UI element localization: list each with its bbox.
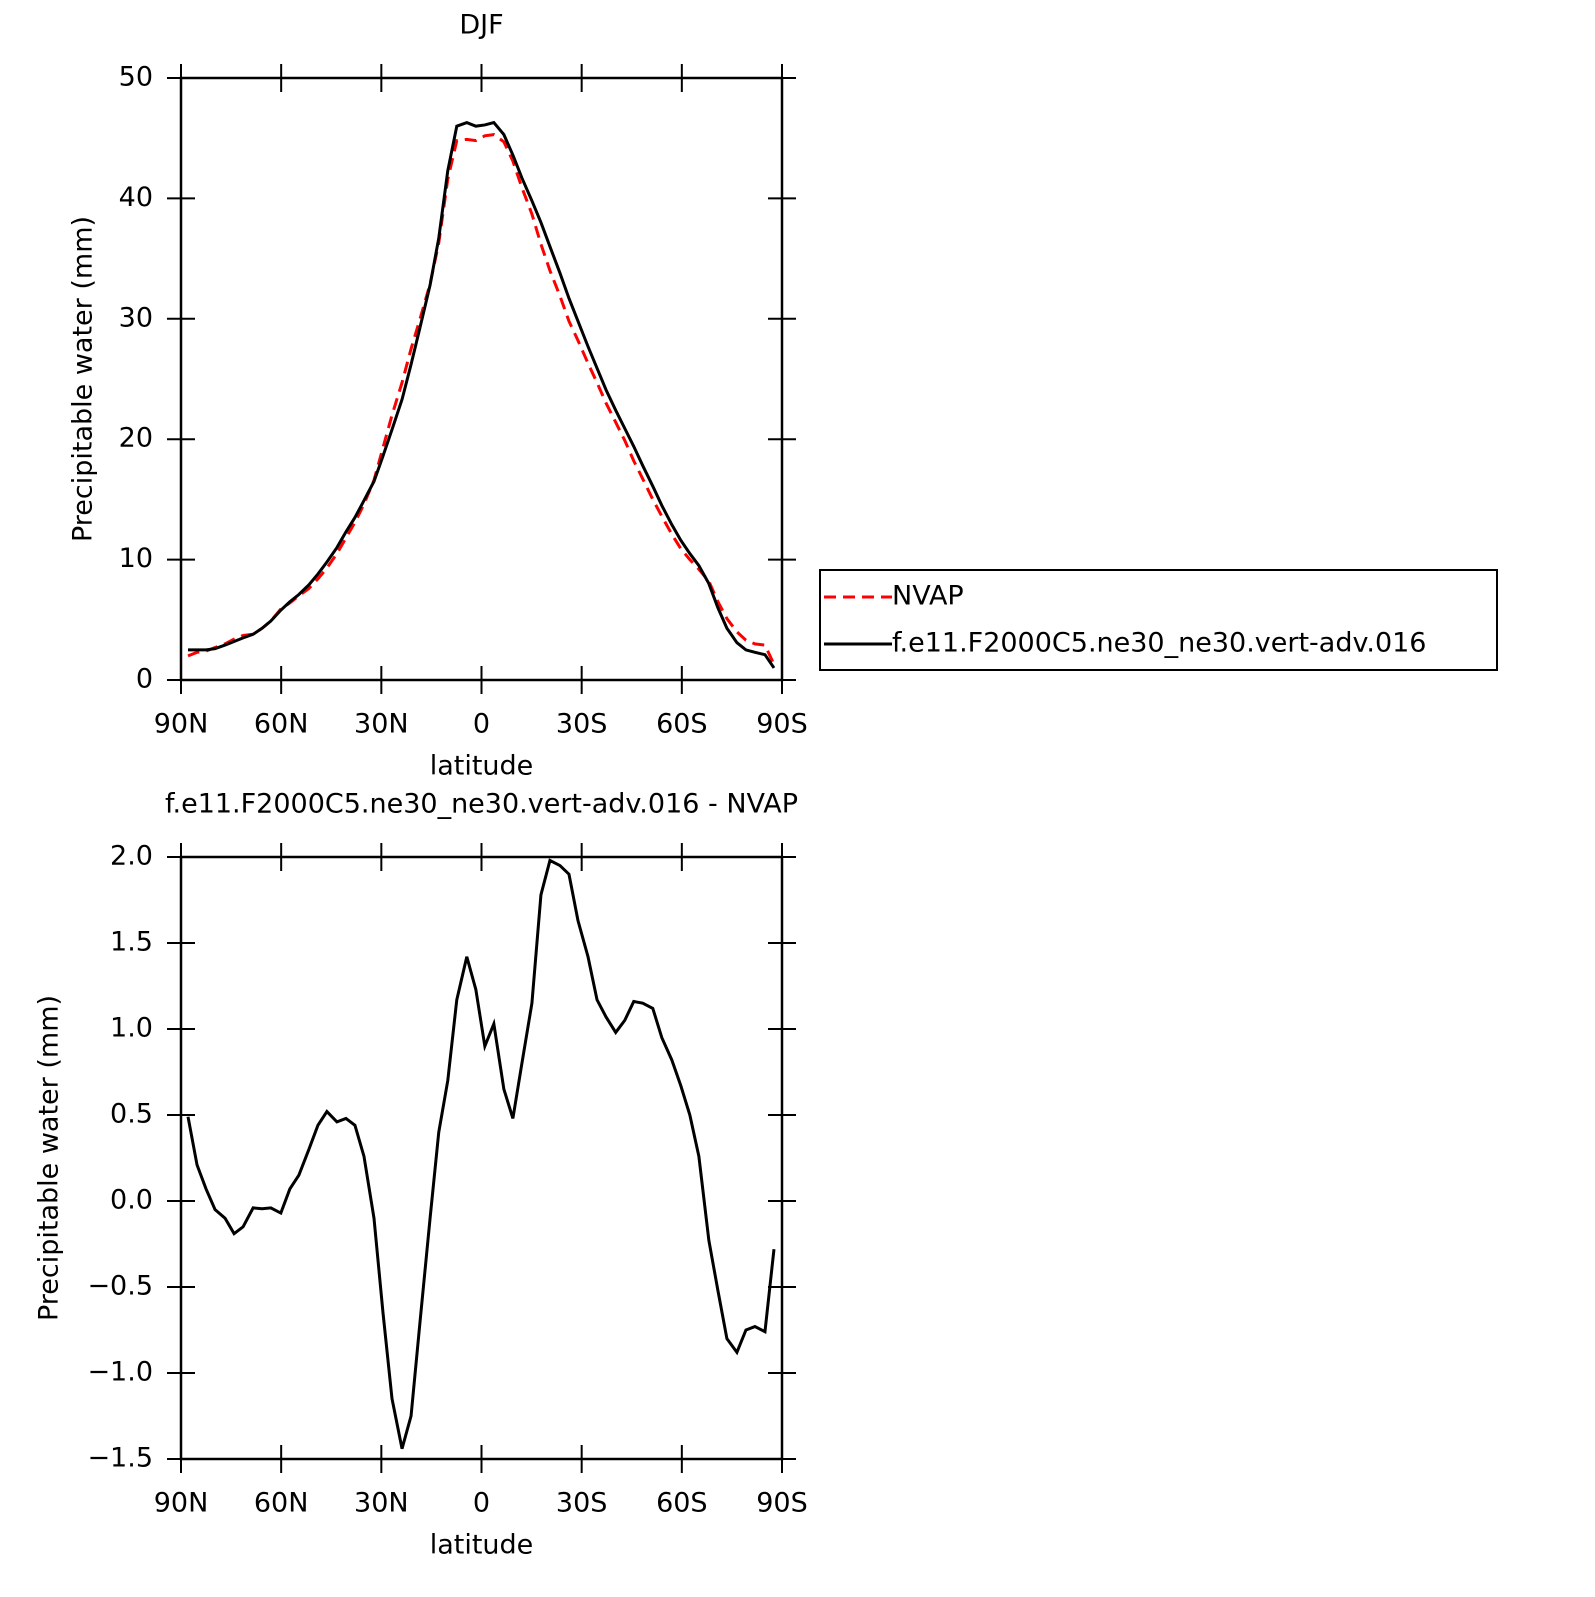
data-line bbox=[187, 133, 776, 665]
x-tick-label: 30N bbox=[354, 709, 409, 740]
x-tick-label: 60N bbox=[254, 1488, 309, 1519]
x-tick-label: 90N bbox=[154, 1488, 209, 1519]
legend-label: NVAP bbox=[892, 581, 964, 612]
chart-title: f.e11.F2000C5.ne30_ne30.vert-adv.016 - N… bbox=[165, 789, 798, 820]
legend-box bbox=[819, 569, 1498, 671]
x-tick-label: 30S bbox=[556, 709, 608, 740]
y-tick-label: 10 bbox=[119, 543, 153, 574]
y-tick-label: 2.0 bbox=[110, 841, 153, 872]
x-tick-label: 30N bbox=[354, 1488, 409, 1519]
data-line bbox=[188, 120, 776, 669]
x-tick-label: 60N bbox=[254, 709, 309, 740]
plot-frame bbox=[179, 76, 784, 682]
x-tick-label: 90S bbox=[756, 1488, 808, 1519]
x-axis-label: latitude bbox=[430, 751, 534, 782]
y-tick-label: 0.5 bbox=[110, 1099, 153, 1130]
y-tick-label: −0.5 bbox=[87, 1271, 153, 1302]
chart-title: DJF bbox=[459, 10, 503, 41]
y-tick-label: −1.5 bbox=[87, 1443, 153, 1474]
x-tick-label: 90S bbox=[756, 709, 808, 740]
plot-frame bbox=[179, 855, 784, 1461]
x-tick-label: 90N bbox=[154, 709, 209, 740]
y-tick-label: 20 bbox=[119, 423, 153, 454]
y-tick-label: 40 bbox=[119, 182, 153, 213]
x-tick-label: 0 bbox=[473, 1488, 490, 1519]
y-tick-label: 30 bbox=[119, 302, 153, 333]
y-tick-label: 0.0 bbox=[110, 1185, 153, 1216]
x-axis-label: latitude bbox=[430, 1530, 534, 1561]
y-tick-label: 1.5 bbox=[110, 927, 153, 958]
x-tick-label: 60S bbox=[656, 1488, 708, 1519]
y-tick-label: 0 bbox=[136, 664, 153, 695]
y-tick-label: −1.0 bbox=[87, 1357, 153, 1388]
x-tick-label: 30S bbox=[556, 1488, 608, 1519]
x-tick-label: 0 bbox=[473, 709, 490, 740]
y-tick-label: 50 bbox=[119, 62, 153, 93]
y-axis-label: Precipitable water (mm) bbox=[34, 995, 65, 1321]
y-tick-label: 1.0 bbox=[110, 1013, 153, 1044]
legend-label: f.e11.F2000C5.ne30_ne30.vert-adv.016 bbox=[892, 628, 1426, 659]
y-axis-label: Precipitable water (mm) bbox=[68, 216, 99, 542]
x-tick-label: 60S bbox=[656, 709, 708, 740]
data-line bbox=[186, 858, 776, 1450]
